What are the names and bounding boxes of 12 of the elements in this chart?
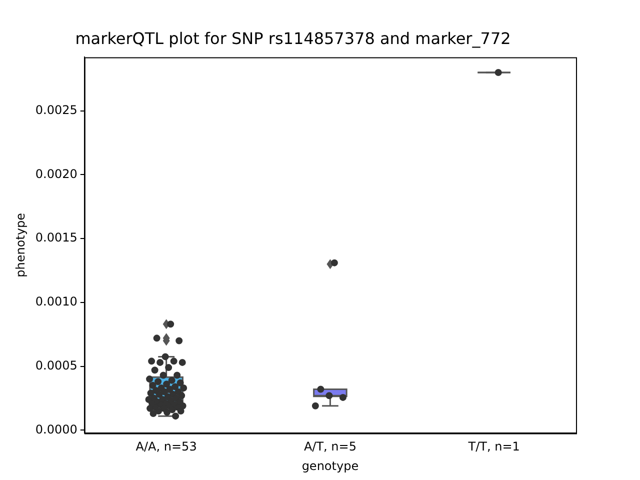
y-tick-label: 0.0000 xyxy=(35,422,78,436)
chart-title: markerQTL plot for SNP rs114857378 and marker_772 xyxy=(75,28,511,48)
x-tick-label: A/T, n=5 xyxy=(304,440,356,454)
x-axis-title: genotype xyxy=(302,458,359,473)
x-tick-label: T/T, n=1 xyxy=(467,440,520,454)
y-tick-label: 0.0020 xyxy=(35,166,78,181)
y-tick-label: 0.0010 xyxy=(35,294,78,309)
y-tick-label: 0.0015 xyxy=(35,230,78,245)
y-axis-title: phenotype xyxy=(13,213,28,278)
y-tick-label: 0.0025 xyxy=(35,102,78,117)
y-tick-label: 0.0005 xyxy=(35,358,78,372)
x-tick-label: A/A, n=53 xyxy=(136,440,197,454)
